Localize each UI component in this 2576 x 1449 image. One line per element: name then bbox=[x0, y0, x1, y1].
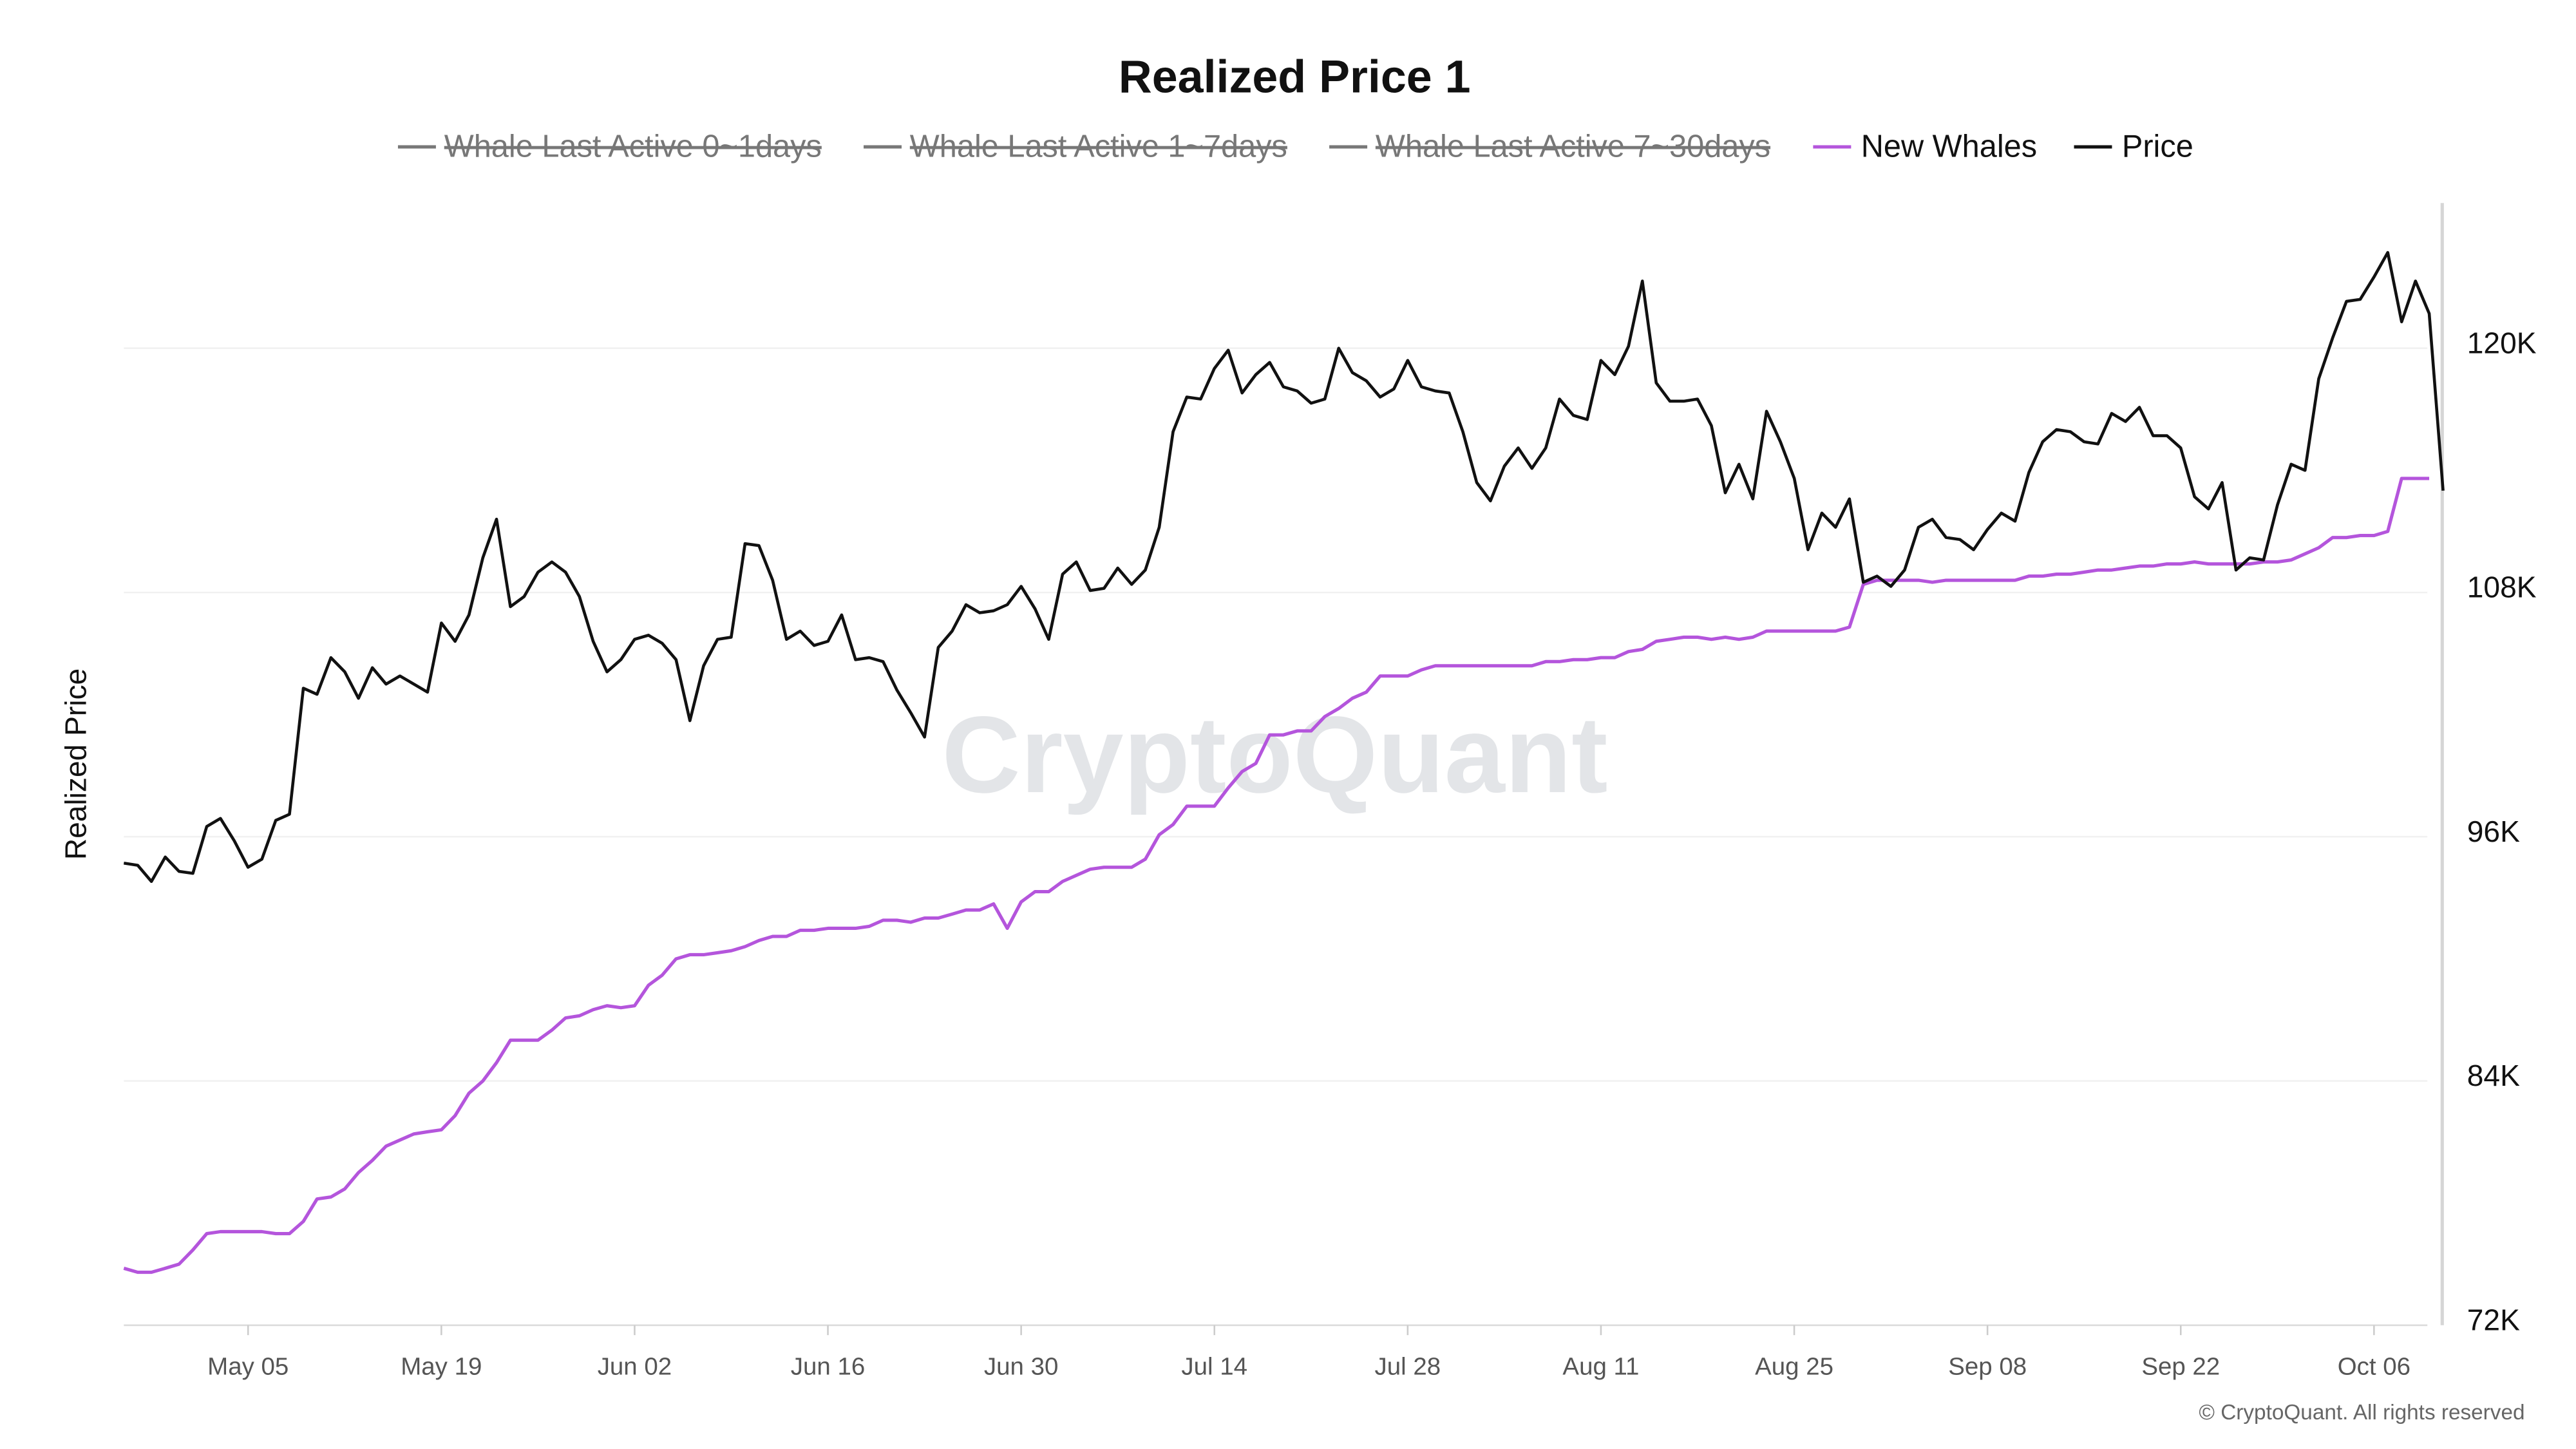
y-axis-label: Realized Price bbox=[59, 668, 92, 860]
legend: Whale Last Active 0~1days Whale Last Act… bbox=[397, 129, 2193, 164]
x-axis-ticks: May 05 May 19 Jun 02 Jun 16 Jun 30 Jul 14 Jul … bbox=[207, 1325, 2410, 1381]
legend-label: New Whales bbox=[1861, 129, 2037, 164]
watermark: CryptoQuant bbox=[942, 694, 1607, 815]
x-tick-label: Aug 11 bbox=[1562, 1353, 1639, 1381]
x-tick-label: May 19 bbox=[401, 1353, 482, 1381]
legend-label: Price bbox=[2122, 129, 2193, 164]
x-tick-label: Jun 30 bbox=[984, 1353, 1058, 1381]
y-tick-label: 120K bbox=[2467, 326, 2537, 359]
legend-item-whale-7-30days[interactable]: Whale Last Active 7~30days bbox=[1329, 129, 1770, 164]
x-tick-label: May 05 bbox=[207, 1353, 289, 1381]
y-tick-label: 96K bbox=[2467, 815, 2520, 848]
legend-label: Whale Last Active 1~7days bbox=[910, 129, 1287, 164]
copyright: © CryptoQuant. All rights reserved bbox=[2199, 1401, 2524, 1425]
y-tick-label: 108K bbox=[2467, 571, 2537, 604]
legend-item-whale-0-1days[interactable]: Whale Last Active 0~1days bbox=[397, 129, 822, 164]
gridlines bbox=[124, 347, 2428, 1327]
chart-title: Realized Price 1 bbox=[1119, 52, 1471, 103]
legend-item-whale-1-7days[interactable]: Whale Last Active 1~7days bbox=[864, 129, 1287, 164]
legend-item-price[interactable]: Price bbox=[2074, 129, 2193, 164]
series-lines bbox=[123, 251, 2445, 1274]
x-tick-label: Jul 28 bbox=[1375, 1353, 1441, 1381]
x-tick-label: Sep 22 bbox=[2141, 1353, 2220, 1381]
y-tick-label: 84K bbox=[2467, 1059, 2520, 1092]
legend-label: Whale Last Active 7~30days bbox=[1376, 129, 1770, 164]
x-tick-label: Jul 14 bbox=[1181, 1353, 1247, 1381]
y-axis-ticks: 72K 84K 96K 108K 120K bbox=[2467, 326, 2537, 1336]
x-tick-label: Jun 02 bbox=[598, 1353, 672, 1381]
x-tick-label: Oct 06 bbox=[2338, 1353, 2410, 1381]
series-line-price bbox=[123, 251, 2445, 884]
legend-item-new-whales[interactable]: New Whales bbox=[1813, 129, 2037, 164]
x-tick-label: Jun 16 bbox=[791, 1353, 865, 1381]
y-tick-label: 72K bbox=[2467, 1303, 2520, 1337]
x-tick-label: Aug 25 bbox=[1755, 1353, 1833, 1381]
series-line-new-whales bbox=[123, 477, 2430, 1274]
legend-label: Whale Last Active 0~1days bbox=[444, 129, 822, 164]
x-tick-label: Sep 08 bbox=[1948, 1353, 2027, 1381]
